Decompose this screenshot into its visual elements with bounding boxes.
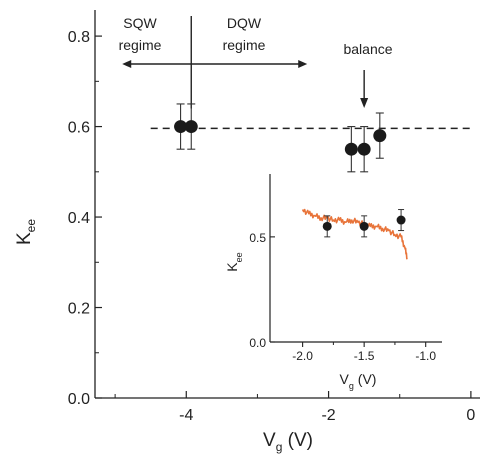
main-data-point — [174, 120, 188, 134]
inset-x-axis-label-main: V — [340, 371, 350, 387]
inset-plot: 0.0 0.5 -2.0 -1.5 -1.0 Vg (V) Kee — [224, 174, 442, 391]
main-x-axis-label-sub: g — [276, 440, 283, 454]
inset-y-axis-label-main: K — [224, 262, 240, 272]
inset-y-axis-label: Kee — [224, 252, 244, 271]
main-x-axis-label: Vg (V) — [263, 430, 313, 454]
main-y-tick-label: 0.2 — [68, 301, 90, 318]
sqw-label-line2: regime — [119, 37, 162, 53]
main-data-point — [357, 142, 371, 156]
main-x-tick-label: -4 — [179, 407, 193, 424]
main-y-tick-label: 0.6 — [68, 120, 90, 137]
inset-y-axis-label-sub: ee — [234, 252, 244, 262]
main-y-tick-label: 0.4 — [68, 210, 90, 227]
inset-data-point — [359, 221, 369, 231]
inset-x-tick-label: -1.5 — [354, 349, 375, 363]
main-x-tick-label: 0 — [466, 407, 475, 424]
main-x-axis-label-main: V — [263, 430, 276, 451]
regime-arrow-right-head — [298, 60, 308, 68]
inset-data-point — [396, 215, 406, 225]
inset-data-point — [322, 221, 332, 231]
main-y-tick-label: 0.8 — [68, 29, 90, 46]
main-y-axis-label-main: K — [14, 232, 35, 245]
main-plot: 0.0 0.2 0.4 0.6 0.8 -4 -2 0 Vg (V) Kee SQW regime DQ… — [14, 10, 480, 454]
inset-y-tick-label: 0.0 — [249, 336, 266, 350]
dqw-label-line2: regime — [223, 37, 266, 53]
main-y-axis-label-sub: ee — [24, 219, 38, 233]
balance-arrow-head — [360, 98, 369, 108]
main-data-point — [184, 120, 198, 134]
balance-label: balance — [343, 41, 392, 57]
inset-x-axis-label: Vg (V) — [340, 371, 377, 391]
inset-x-tick-label: -2.0 — [292, 349, 313, 363]
inset-x-axis-label-unit: (V) — [354, 371, 377, 387]
regime-arrow-left-head — [122, 60, 132, 68]
main-data-point — [373, 129, 387, 143]
inset-curve — [301, 208, 408, 260]
dqw-label-line1: DQW — [227, 15, 262, 31]
inset-y-tick-label: 0.5 — [249, 231, 266, 245]
main-y-tick-label: 0.0 — [68, 391, 90, 408]
main-data-point — [344, 142, 358, 156]
inset-x-axis-label-sub: g — [349, 381, 354, 391]
main-x-tick-label: -2 — [321, 407, 335, 424]
main-y-axis-label: Kee — [14, 219, 38, 245]
inset-x-tick-label: -1.0 — [415, 349, 436, 363]
sqw-label-line1: SQW — [123, 15, 157, 31]
main-x-axis-label-unit: (V) — [282, 430, 313, 451]
